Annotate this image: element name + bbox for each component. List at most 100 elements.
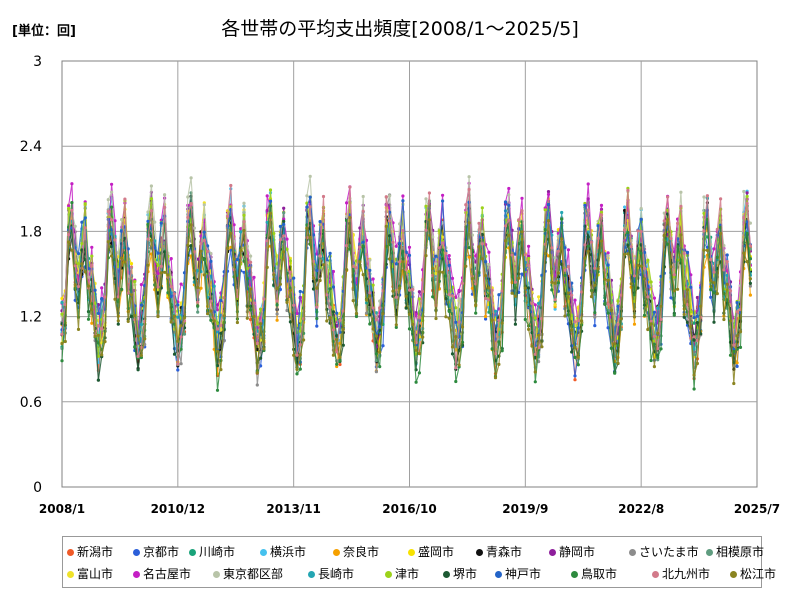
data-point (682, 315, 686, 319)
data-point (388, 257, 392, 261)
data-point (398, 241, 402, 245)
data-point (417, 351, 421, 356)
data-point (550, 280, 554, 284)
data-point (110, 205, 114, 209)
data-point (384, 224, 388, 228)
data-point (361, 273, 365, 277)
data-point (513, 280, 518, 284)
data-point (566, 265, 571, 269)
data-point (345, 201, 349, 205)
data-point (374, 370, 378, 374)
data-point (136, 368, 140, 372)
data-point (113, 297, 117, 301)
data-point (268, 188, 273, 192)
data-point (685, 288, 690, 292)
data-point (722, 317, 726, 322)
data-point (368, 268, 372, 272)
data-point (338, 355, 342, 359)
data-point (298, 353, 302, 357)
data-point (378, 306, 382, 310)
data-point (735, 361, 739, 365)
legend-label: 奈良市 (343, 545, 380, 559)
data-point (321, 263, 326, 267)
y-tick-label: 0.6 (20, 395, 42, 411)
data-point (76, 252, 81, 256)
legend-marker (260, 549, 267, 556)
data-point (374, 334, 378, 338)
data-point (517, 276, 521, 280)
x-tick-label: 2022/8 (618, 502, 664, 516)
data-point (169, 320, 173, 324)
legend-label: 相模原市 (716, 545, 765, 559)
data-point (679, 233, 683, 237)
data-point (599, 239, 604, 243)
data-point (725, 282, 729, 286)
data-point (642, 277, 647, 281)
data-point (732, 343, 736, 347)
data-point (480, 257, 484, 261)
data-point (106, 240, 110, 244)
data-point (695, 295, 700, 300)
data-point (447, 263, 451, 267)
data-point (80, 262, 84, 266)
data-point (599, 203, 604, 207)
data-point (139, 283, 143, 287)
legend-label: 北九州市 (662, 567, 711, 581)
data-point (639, 206, 643, 211)
data-point (93, 334, 97, 338)
data-point (652, 310, 657, 314)
data-point (712, 320, 716, 324)
data-point (335, 364, 339, 369)
data-point (417, 371, 421, 375)
data-point (748, 221, 753, 225)
data-point (249, 260, 253, 264)
data-point (666, 195, 670, 199)
data-point (338, 318, 342, 322)
data-point (404, 268, 408, 272)
data-point (318, 278, 322, 283)
data-point (599, 210, 604, 214)
data-point (682, 312, 686, 317)
data-point (60, 296, 64, 301)
data-point (252, 314, 256, 319)
data-point (235, 257, 239, 262)
data-point (308, 174, 312, 178)
data-point (285, 308, 289, 313)
data-point (437, 246, 441, 250)
data-point (292, 303, 296, 307)
data-point (239, 248, 243, 253)
data-point (603, 301, 607, 306)
data-point (632, 322, 637, 326)
data-point (629, 245, 633, 249)
data-point (268, 204, 273, 208)
data-point (179, 324, 183, 328)
data-point (255, 371, 259, 375)
data-point (503, 224, 508, 228)
data-point (63, 339, 67, 344)
data-point (457, 342, 461, 346)
data-point (546, 219, 551, 223)
data-point (520, 230, 524, 234)
data-point (457, 288, 461, 292)
data-point (639, 264, 643, 268)
data-point (305, 226, 309, 230)
y-tick-label: 2.4 (20, 139, 42, 155)
data-point (215, 349, 220, 353)
data-point (576, 319, 580, 323)
data-point (672, 313, 676, 317)
legend-item: 鳥取市 (571, 565, 617, 582)
data-point (315, 324, 319, 328)
data-point (715, 292, 719, 296)
data-point (315, 286, 319, 290)
data-point (394, 295, 398, 299)
data-point (311, 276, 316, 280)
data-point (404, 294, 408, 298)
data-point (328, 287, 332, 291)
data-point (669, 296, 673, 300)
data-point (728, 353, 733, 357)
legend-label: 津市 (395, 567, 420, 581)
data-point (692, 335, 696, 339)
legend-label: 静岡市 (559, 545, 596, 559)
data-point (573, 346, 577, 350)
data-point (358, 245, 362, 249)
